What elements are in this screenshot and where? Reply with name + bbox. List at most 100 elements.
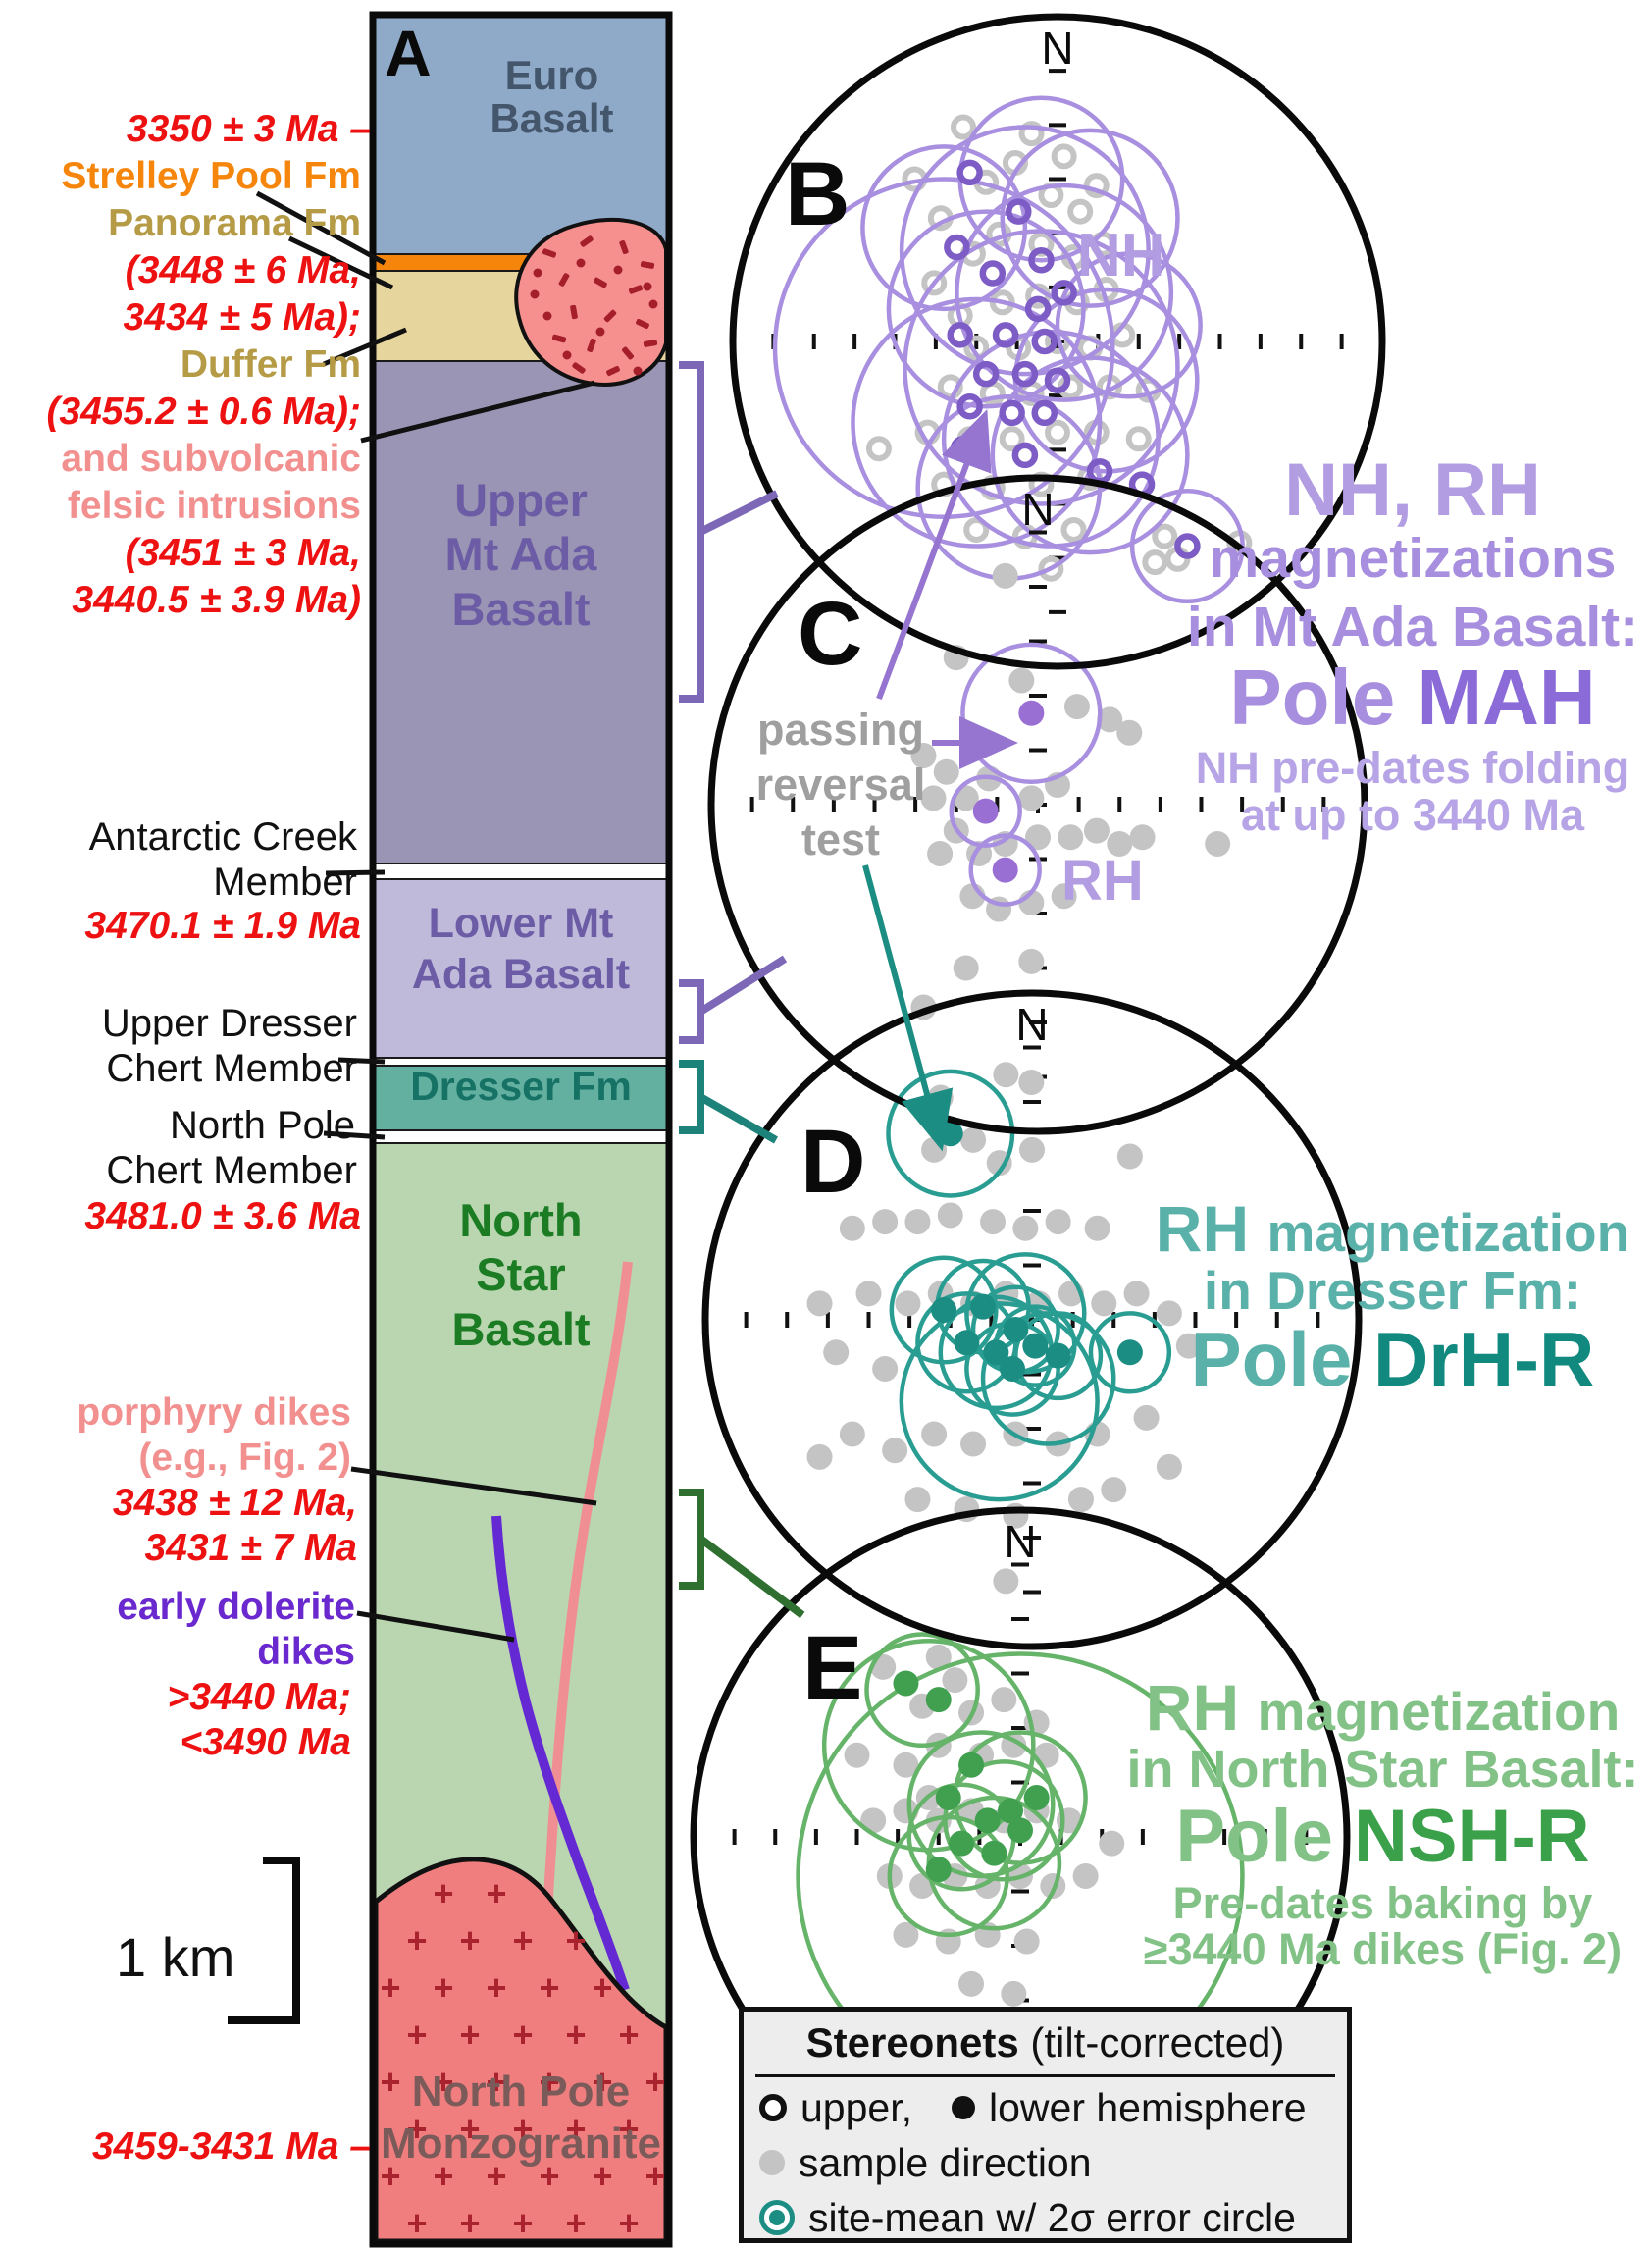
north-star-line3: Basalt	[451, 1302, 591, 1355]
left-annotation-17: Chert Member	[106, 1149, 357, 1192]
drh-pole-line: Pole DrH-R	[1133, 1319, 1652, 1400]
legend-row-sample: sample direction	[759, 2138, 1347, 2187]
drh-line1: RH magnetization	[1133, 1194, 1652, 1263]
layer-antarctic-creek	[373, 863, 669, 880]
svg-text:+: +	[645, 2156, 665, 2196]
nsh-pole-prefix: Pole	[1175, 1794, 1354, 1878]
layer-lower-mt-ada	[373, 880, 669, 1057]
svg-text:+: +	[512, 2014, 533, 2055]
svg-text:+: +	[565, 1920, 586, 1961]
mah-line3: in Mt Ada Basalt:	[1186, 595, 1639, 658]
nsh-line1: RH magnetization	[1113, 1671, 1652, 1744]
left-annotation-24: dikes	[257, 1631, 355, 1673]
left-annotation-7: and subvolcanic	[61, 438, 361, 480]
site-means-C	[972, 700, 1045, 883]
euro-basalt-label: Euro Basalt	[441, 52, 662, 142]
drh-pole-prefix: Pole	[1190, 1316, 1374, 1403]
upper-ada-line2: Mt Ada	[444, 528, 597, 581]
svg-text:+: +	[380, 2156, 400, 2196]
legend-title: Stereonets (tilt-corrected)	[744, 2019, 1347, 2066]
svg-text:+: +	[459, 2014, 480, 2055]
north-star-label: North Star Basalt	[376, 1193, 666, 1356]
leader-lines	[255, 190, 597, 1643]
pole-nsh-block: RH magnetization in North Star Basalt: P…	[1113, 1671, 1652, 1972]
left-annotation-3: (3448 ± 6 Ma,	[125, 249, 361, 291]
svg-text:+: +	[592, 2062, 612, 2102]
layer-euro-basalt	[373, 18, 669, 253]
left-annotation-1: Strelley Pool Fm	[61, 155, 361, 197]
nsh-line2: in North Star Basalt:	[1126, 1740, 1639, 1800]
svg-text:+: +	[433, 2156, 453, 2196]
upper-ada-line1: Upper	[454, 474, 588, 526]
svg-text:+: +	[380, 1967, 400, 2008]
left-annotation-21: 3438 ± 12 Ma,	[112, 1482, 357, 1524]
monzogranite-label: North Pole Monzogranite	[376, 2066, 666, 2171]
site-mean-icon	[759, 2200, 795, 2235]
bracket-lower-mt-ada	[679, 955, 788, 1044]
svg-text:+: +	[406, 2203, 427, 2243]
passing-line3: test	[800, 813, 881, 864]
drh-pole-name: DrH-R	[1373, 1316, 1595, 1403]
north-star-line2: Star	[476, 1248, 566, 1301]
left-annotation-20: (e.g., Fig. 2)	[138, 1437, 351, 1479]
monzogranite-line1: North Pole	[411, 2067, 631, 2116]
left-annotation-22: 3431 ± 7 Ma	[144, 1527, 357, 1569]
svg-text:+: +	[565, 2203, 586, 2243]
svg-text:+: +	[459, 1920, 480, 1961]
inner-label-nh-b: NH	[1077, 222, 1165, 289]
reversal-arrow-to-d	[862, 864, 954, 1152]
scale-bar	[228, 1857, 300, 2024]
monzogranite-body: + ++ + + ++ + + + ++ + + + ++ + + + + ++ + + + ++ + + + + ++ + + + +	[373, 1857, 669, 2244]
panel-label-b: B	[785, 144, 851, 244]
stereonet-outlines	[690, 13, 1386, 2168]
svg-text:+: +	[618, 2109, 639, 2149]
svg-text:+: +	[539, 1967, 559, 2008]
layer-upper-dresser-chert	[373, 1057, 669, 1067]
svg-text:+: +	[565, 2014, 586, 2055]
legend-title-rest: (tilt-corrected)	[1018, 2019, 1285, 2066]
legend-divider	[755, 2074, 1335, 2077]
nsh-pole-name: NSH-R	[1353, 1794, 1590, 1878]
mah-pole-prefix: Pole	[1229, 654, 1418, 742]
legend-upper-label: upper,	[800, 2084, 912, 2130]
lower-ada-line1: Lower Mt	[428, 900, 614, 947]
bracket-north-star	[679, 1489, 805, 1619]
svg-text:+: +	[406, 2014, 427, 2055]
svg-text:+: +	[645, 2062, 665, 2102]
svg-text:+: +	[565, 2109, 586, 2149]
column-border	[369, 11, 673, 2248]
svg-text:+: +	[406, 1920, 427, 1961]
site-means-E	[893, 1670, 1050, 1883]
left-annotation-25: >3440 Ma;	[167, 1676, 351, 1718]
svg-text:+: +	[380, 2062, 400, 2102]
svg-text:+: +	[433, 2062, 453, 2102]
left-annotation-14: Upper Dresser	[101, 1002, 357, 1045]
svg-text:+: +	[512, 2109, 533, 2149]
euro-line1: Euro	[504, 52, 599, 98]
site-means-D	[931, 1121, 1143, 1382]
svg-text:+: +	[486, 1873, 506, 1913]
svg-text:+: +	[406, 2109, 427, 2149]
left-annotation-5: Duffer Fm	[180, 343, 361, 386]
dolerite-dike	[491, 1515, 630, 1992]
layer-upper-mt-ada	[373, 360, 669, 863]
svg-text:+: +	[592, 1967, 612, 2008]
svg-text:+: +	[486, 2062, 506, 2102]
porphyry-dike	[541, 1261, 633, 1961]
pole-drh-block: RH magnetization in Dresser Fm: Pole DrH…	[1133, 1194, 1652, 1400]
legend-title-bold: Stereonets	[805, 2019, 1019, 2066]
north-label-e: N	[1004, 1516, 1037, 1567]
svg-text:+: +	[512, 2203, 533, 2243]
left-annotation-16: North Pole	[170, 1104, 355, 1147]
euro-line2: Basalt	[490, 95, 614, 142]
stereonet-legend: Stereonets (tilt-corrected) upper, lower…	[739, 2007, 1352, 2243]
mah-line2: magnetizations	[1209, 526, 1617, 590]
error-circles-C	[949, 642, 1103, 907]
reversal-arrow-to-b	[876, 409, 992, 701]
pole-mah-block: NH, RH magnetizations in Mt Ada Basalt: …	[1173, 451, 1652, 838]
left-annotation-9: (3451 ± 3 Ma,	[125, 532, 361, 574]
nsh-rh: RH	[1145, 1671, 1258, 1744]
left-annotation-27: 3459-3431 Ma –	[91, 2125, 371, 2168]
